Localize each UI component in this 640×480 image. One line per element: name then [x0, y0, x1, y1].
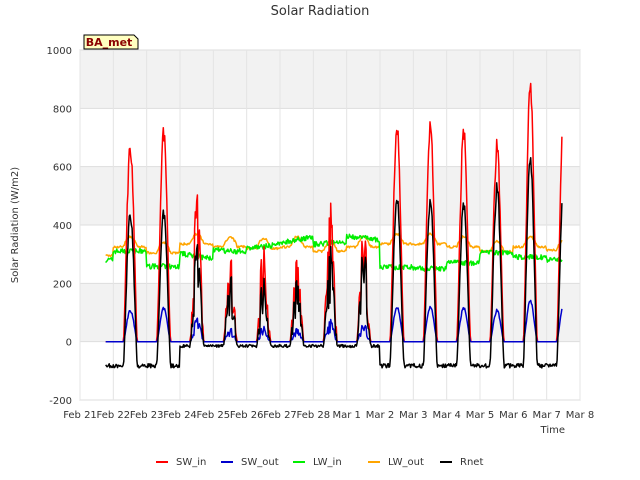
legend-label: LW_out	[388, 457, 424, 468]
x-tick-label: Feb 24	[163, 410, 197, 421]
station-badge: BA_met	[83, 34, 139, 50]
x-tick-label: Feb 22	[97, 410, 131, 421]
x-tick-label: Feb 21	[63, 410, 97, 421]
y-tick-label: -200	[49, 396, 72, 407]
legend-label: LW_in	[313, 457, 342, 468]
legend-label: SW_out	[241, 457, 279, 468]
x-tick-label: Mar 1	[332, 410, 360, 421]
x-tick-label: Mar 5	[466, 410, 494, 421]
x-tick-label: Mar 7	[532, 410, 560, 421]
y-gridlines	[80, 49, 580, 401]
series-rnet-line	[105, 156, 563, 369]
x-tick-label: Mar 4	[432, 410, 460, 421]
x-tick-label: Mar 2	[366, 410, 394, 421]
band	[80, 50, 580, 109]
chart-title: Solar Radiation	[271, 4, 370, 19]
x-tick-label: Mar 3	[399, 410, 427, 421]
x-tick-label: Feb 23	[130, 410, 164, 421]
x-tick-label: Feb 25	[197, 410, 231, 421]
x-tick-label: Mar 8	[566, 410, 594, 421]
badge-box	[83, 34, 139, 50]
series-lines	[105, 82, 563, 369]
x-tick-label: Mar 6	[499, 410, 527, 421]
x-tick-label: Feb 26	[230, 410, 264, 421]
x-tick-labels: Feb 21 Feb 22 Feb 23 Feb 24 Feb 25 Feb 26 Feb …	[63, 410, 594, 421]
legend-label: SW_in	[176, 457, 206, 468]
y-tick-label: 600	[53, 163, 72, 174]
legend-label: Rnet	[460, 457, 483, 468]
y-tick-label: 800	[53, 104, 72, 115]
y-tick-label: 200	[53, 279, 72, 290]
badge-label: BA_met	[86, 36, 133, 49]
y-tick-label: 1000	[47, 46, 72, 57]
y-tick-labels: -200 0 200 400 600 800 1000	[47, 46, 72, 407]
series-lw-in-line	[105, 233, 563, 272]
y-tick-label: 0	[66, 338, 72, 349]
x-axis-label: Time	[540, 425, 565, 436]
legend: SW_in SW_out LW_in LW_out Rnet	[156, 457, 483, 468]
series-sw-out-line	[105, 299, 563, 343]
y-axis-label: Solar Radiation (W/m2)	[10, 167, 21, 283]
x-tick-label: Feb 28	[297, 410, 331, 421]
y-tick-label: 400	[53, 221, 72, 232]
x-tick-label: Feb 27	[263, 410, 297, 421]
